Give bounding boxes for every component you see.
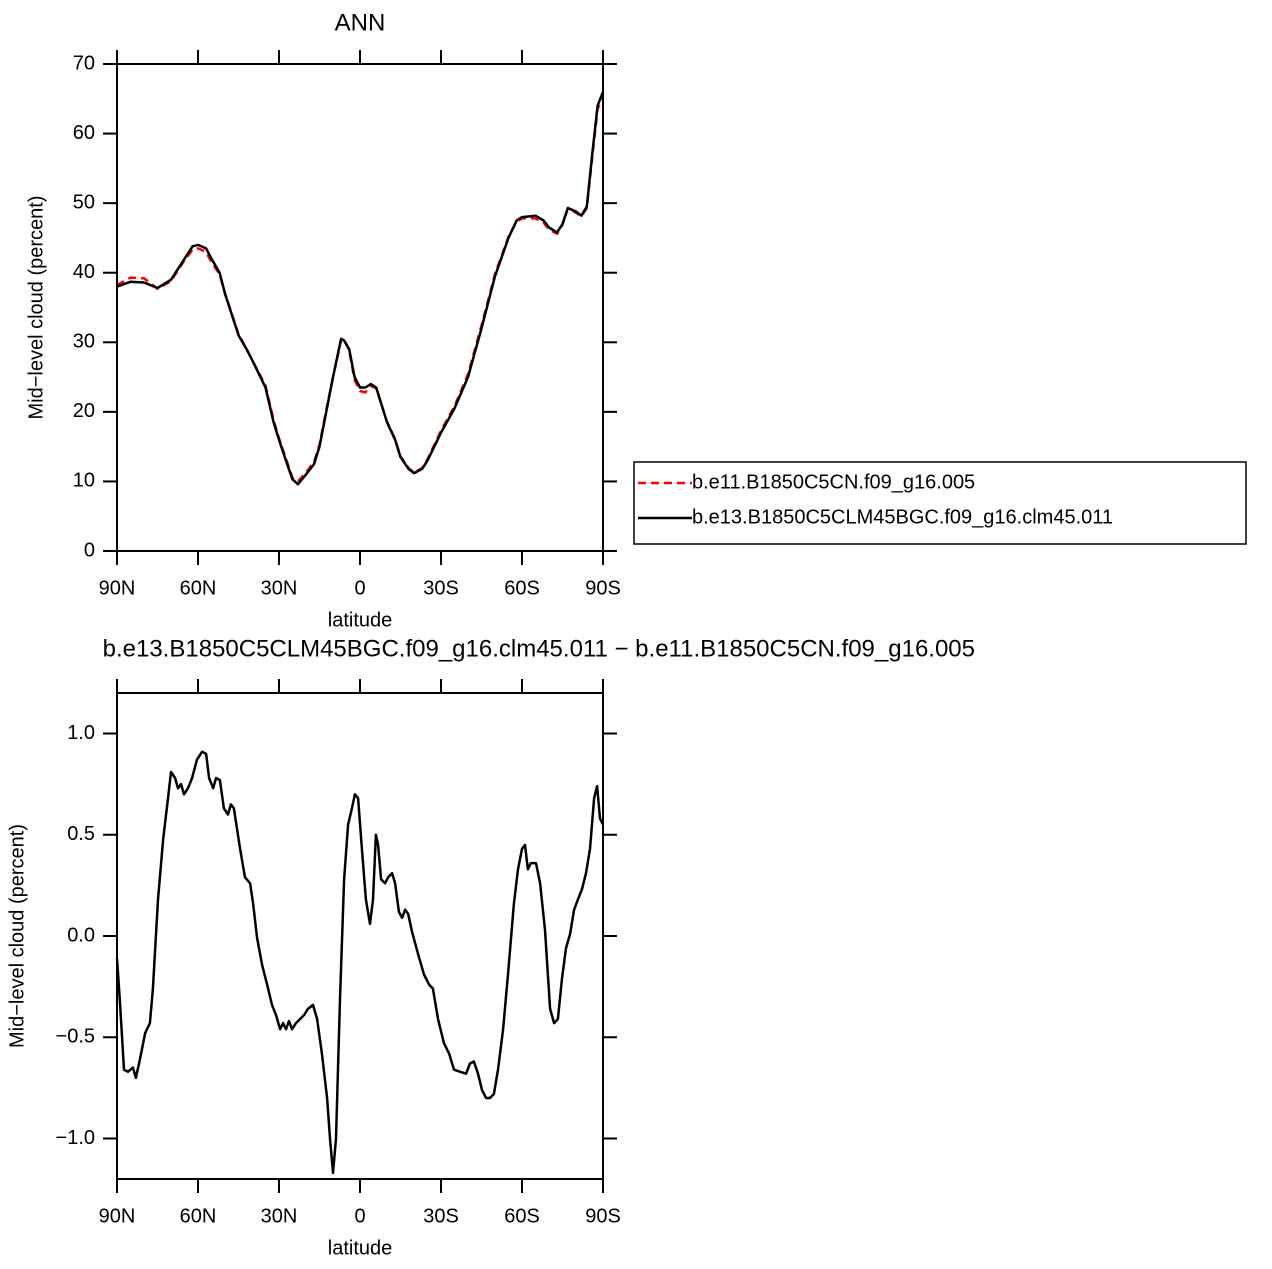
x-tick-label: 60S (504, 577, 540, 599)
x-tick-label: 30N (261, 1205, 298, 1227)
x-tick-label: 60N (180, 1205, 217, 1227)
x-tick-label: 90N (99, 1205, 136, 1227)
y-tick-label: 0.5 (67, 823, 95, 845)
legend-label: b.e11.B1850C5CN.f09_g16.005 (692, 471, 975, 493)
plot-frame (116, 63, 604, 552)
chart-title: ANN (335, 9, 386, 36)
legend-label: b.e13.B1850C5CLM45BGC.f09_g16.clm45.011 (692, 506, 1113, 528)
y-tick-label: 50 (73, 191, 95, 213)
x-axis-label: latitude (328, 1237, 393, 1259)
x-tick-label: 90N (99, 577, 136, 599)
y-tick-label: −1.0 (56, 1127, 95, 1149)
data-line (116, 94, 605, 483)
x-tick-label: 90S (585, 1205, 621, 1227)
x-tick-label: 30N (261, 577, 298, 599)
y-tick-label: 0.0 (67, 924, 95, 946)
y-tick-label: 10 (73, 470, 95, 492)
x-tick-label: 0 (354, 1205, 365, 1227)
x-tick-label: 30S (423, 577, 459, 599)
legend-box (633, 461, 1247, 545)
y-tick-label: 0 (84, 539, 95, 561)
x-tick-label: 0 (354, 577, 365, 599)
y-axis-label: Mid−level cloud (percent) (6, 824, 28, 1048)
y-tick-label: 1.0 (67, 722, 95, 744)
data-line (115, 750, 605, 1175)
chart-title: b.e13.B1850C5CLM45BGC.f09_g16.clm45.011 … (103, 635, 975, 662)
x-tick-label: 60N (180, 577, 217, 599)
x-tick-label: 60S (504, 1205, 540, 1227)
y-tick-label: 60 (73, 122, 95, 144)
y-tick-label: −0.5 (56, 1026, 95, 1048)
y-tick-label: 20 (73, 400, 95, 422)
x-tick-label: 30S (423, 1205, 459, 1227)
y-tick-label: 40 (73, 261, 95, 283)
x-tick-label: 90S (585, 577, 621, 599)
y-tick-label: 70 (73, 52, 95, 74)
y-tick-label: 30 (73, 331, 95, 353)
x-axis-label: latitude (328, 609, 393, 631)
y-axis-label: Mid−level cloud (percent) (25, 196, 47, 420)
data-line (116, 91, 605, 486)
plot-frame (116, 692, 604, 1180)
